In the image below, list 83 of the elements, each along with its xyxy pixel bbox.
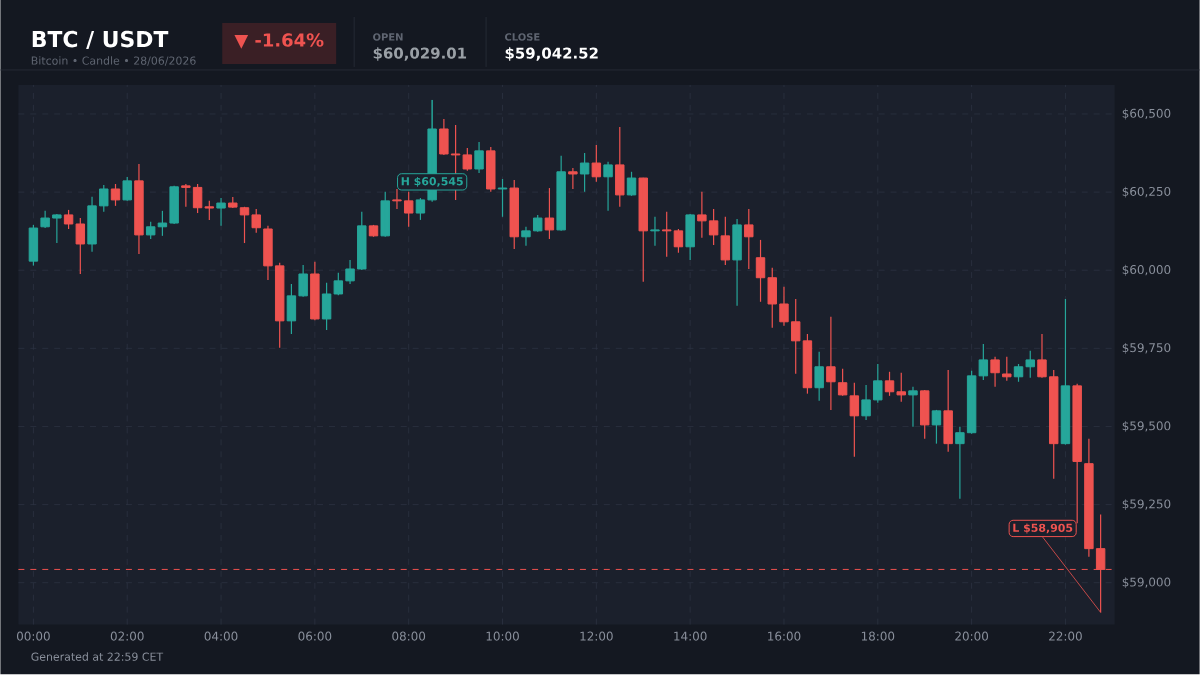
y-tick-label: $59,250 (1122, 499, 1171, 511)
candlestick (1025, 350, 1035, 379)
y-tick-label: $60,500 (1122, 108, 1171, 120)
candlestick (943, 369, 953, 453)
candlestick (333, 272, 344, 297)
candlestick (486, 146, 496, 193)
candlestick (380, 191, 390, 238)
candlestick (744, 208, 754, 270)
candlestick (497, 178, 508, 218)
candlestick (99, 184, 109, 213)
x-tick-label: 16:00 (768, 631, 801, 641)
candlestick (919, 389, 930, 440)
x-tick-label: 22:00 (1049, 631, 1082, 641)
candlestick (509, 179, 519, 250)
candlestick (181, 183, 191, 208)
candlestick (896, 372, 906, 403)
candlestick (63, 209, 74, 230)
candlestick (767, 267, 777, 329)
candlestick (122, 176, 132, 202)
x-tick-label: 12:00 (580, 631, 613, 641)
candlestick (908, 386, 918, 428)
chart-title: BTC / USDT (32, 31, 169, 50)
candlestick (251, 208, 261, 234)
text: CLOSE (504, 33, 540, 41)
x-tick-label: 18:00 (861, 631, 895, 641)
candlestick (790, 298, 801, 375)
candlestick (462, 147, 473, 172)
x-tick-label: 04:00 (204, 631, 238, 641)
candlestick (697, 191, 707, 239)
candlestick (837, 368, 848, 397)
x-tick-label: 14:00 (674, 631, 707, 641)
text: Generated at 22:59 CET (31, 652, 164, 662)
y-tick-label: $60,000 (1122, 265, 1171, 276)
candlestick (720, 216, 731, 266)
y-tick-label: $59,750 (1122, 343, 1171, 354)
candlestick (814, 351, 824, 402)
candlestick (638, 177, 648, 283)
candlestick (591, 144, 602, 183)
candlestick (568, 167, 578, 190)
candlestick (556, 155, 566, 232)
candlestick (415, 197, 426, 221)
candlestick (274, 262, 285, 349)
candlestick (403, 191, 414, 228)
x-tick-label: 20:00 (955, 631, 989, 641)
x-tick-label: 06:00 (298, 631, 332, 641)
text: $59,042.52 (505, 47, 598, 61)
candlestick (544, 187, 555, 240)
text: ▼ -1.64% (234, 33, 324, 49)
candlestick (873, 363, 883, 404)
candlestick (931, 409, 942, 445)
chart-subtitle: Bitcoin • Candle • 28/06/2026 (31, 56, 196, 66)
x-tick-label: 02:00 (110, 631, 144, 641)
candlestick (650, 216, 660, 247)
x-tick-label: 08:00 (392, 631, 426, 641)
candlestick (357, 211, 367, 271)
candlestick (345, 259, 355, 285)
y-tick-label: $59,000 (1122, 577, 1171, 589)
x-tick-label: 00:00 (16, 631, 50, 641)
candlestick (978, 343, 989, 381)
candlestick (239, 206, 250, 244)
text: OPEN (373, 33, 403, 41)
candlestick (1049, 369, 1059, 480)
candlestick (708, 208, 719, 246)
x-tick-label: 10:00 (486, 631, 519, 641)
annotation: H $60,545 (401, 177, 463, 188)
candlestick (157, 210, 168, 237)
candlestick (75, 217, 86, 275)
text: $60,029.01 (373, 47, 467, 61)
annotation: L $58,905 (1013, 523, 1073, 534)
candlestick (615, 126, 625, 208)
candlestick (52, 213, 62, 244)
candlestick (661, 211, 672, 258)
y-tick-label: $59,500 (1122, 421, 1171, 433)
candlestick (626, 171, 637, 197)
candlestick (392, 188, 402, 210)
candlestick (849, 382, 860, 458)
candlestick (110, 183, 121, 207)
candlestick (1002, 356, 1012, 382)
candlestick (216, 197, 226, 227)
candlestick (579, 152, 590, 193)
y-tick-label: $60,250 (1122, 186, 1171, 198)
candlestick (204, 200, 215, 221)
candlestick (685, 213, 695, 261)
